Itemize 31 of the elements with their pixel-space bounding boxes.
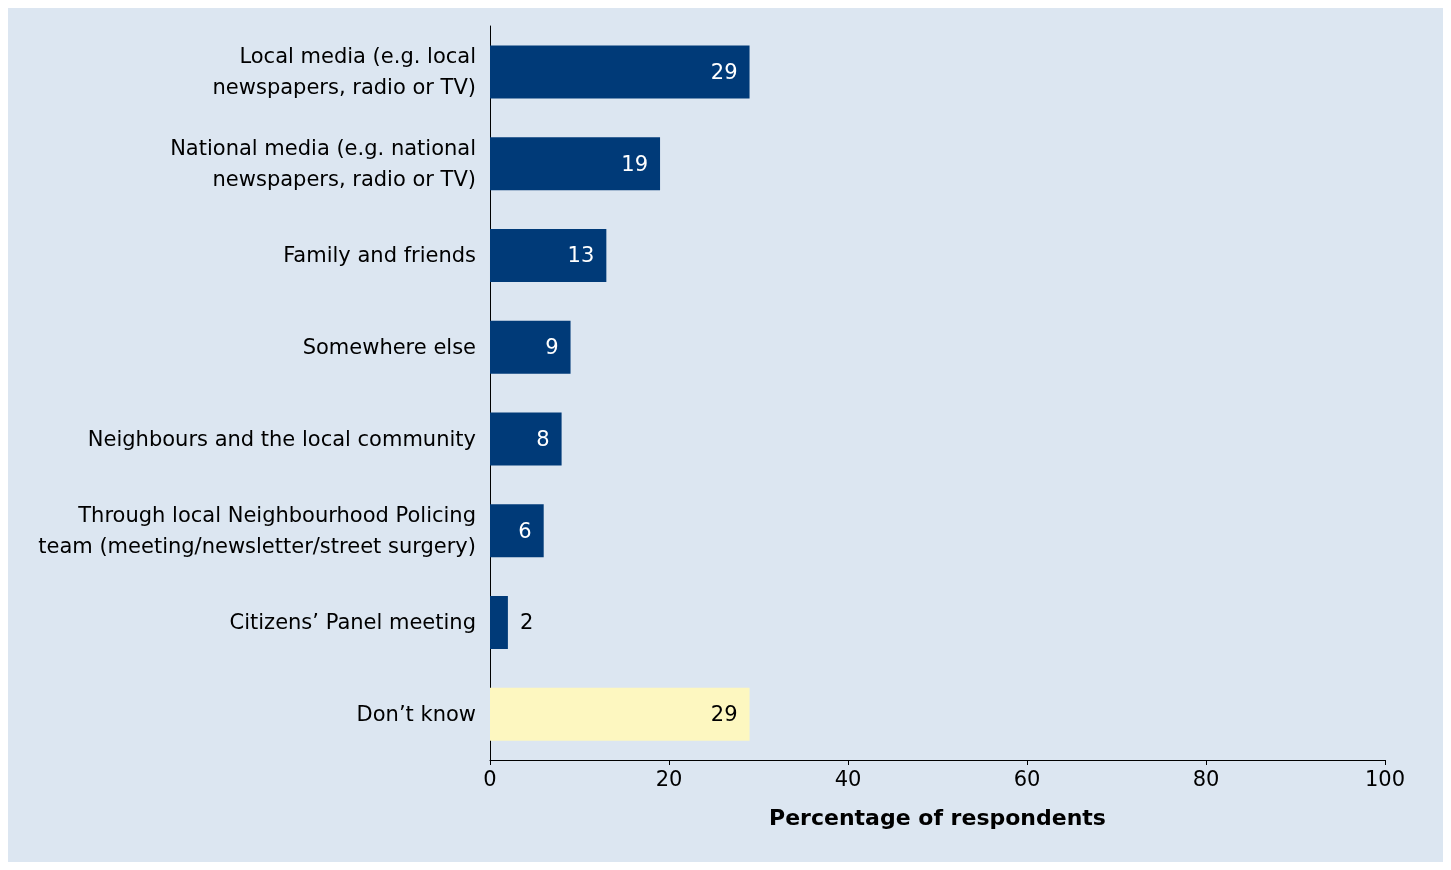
data-label: 29	[710, 59, 738, 84]
x-tick-label: 100	[1364, 766, 1406, 791]
x-tick-label: 40	[834, 766, 862, 791]
bar	[490, 412, 562, 466]
bar	[490, 504, 544, 558]
y-tick-label: Through local Neighbourhood Policing team (meeting/newsletter/street surgery)	[38, 503, 476, 559]
x-tick-label: 20	[655, 766, 683, 791]
data-label: 9	[545, 335, 559, 360]
data-label: 6	[518, 518, 532, 543]
y-tick-label: Somewhere else	[302, 335, 476, 360]
bar	[490, 228, 607, 282]
x-tick-label: 60	[1013, 766, 1041, 791]
x-tick-label: 0	[483, 766, 497, 791]
x-axis-title: Percentage of respondents	[769, 804, 1106, 830]
bar	[490, 687, 750, 741]
y-tick-label: Family and friends	[283, 243, 476, 268]
bar	[490, 137, 661, 191]
bar	[490, 595, 508, 649]
y-tick-label: Citizens’ Panel meeting	[229, 610, 476, 635]
data-label: 19	[621, 151, 649, 176]
data-label: 13	[567, 243, 595, 268]
y-tick-label: National media (e.g. national newspapers, radio or TV)	[170, 136, 476, 192]
data-label: 8	[536, 426, 550, 451]
x-tick-label: 80	[1192, 766, 1220, 791]
data-label: 29	[710, 702, 738, 727]
bar	[490, 320, 571, 374]
y-tick-label: Neighbours and the local community	[87, 426, 476, 451]
y-tick-label: Don’t know	[356, 702, 476, 727]
y-tick-label: Local media (e.g. local newspapers, radio or TV)	[212, 44, 476, 100]
bar	[490, 45, 750, 99]
data-label: 2	[519, 610, 534, 635]
